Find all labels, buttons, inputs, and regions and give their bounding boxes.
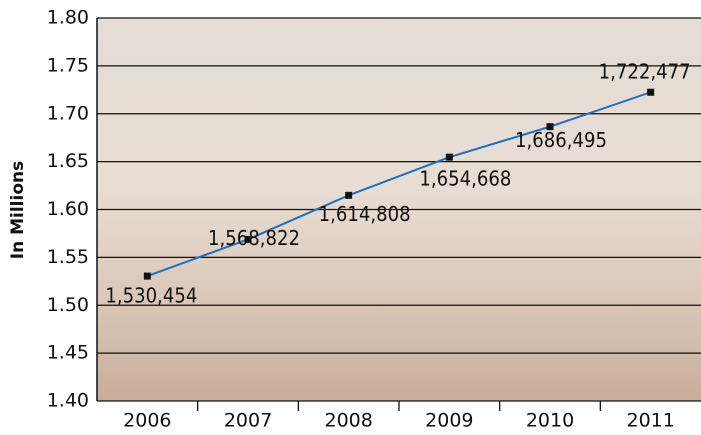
x-tick-label: 2007 — [224, 410, 272, 432]
x-tick-label: 2010 — [526, 410, 574, 432]
data-label: 1,654,668 — [419, 167, 511, 191]
x-tick-label: 2006 — [123, 410, 171, 432]
y-tick-label: 1.65 — [47, 150, 89, 172]
data-label: 1,614,808 — [319, 202, 411, 226]
x-tick-label: 2009 — [425, 410, 473, 432]
data-point — [244, 235, 252, 243]
x-tick-label: 2008 — [324, 410, 372, 432]
data-point — [546, 123, 554, 131]
series-line — [146, 91, 651, 278]
y-tick-label: 1.60 — [47, 198, 89, 220]
data-label: 1,722,477 — [599, 60, 691, 84]
data-point — [345, 191, 353, 199]
y-tick-label: 1.80 — [47, 7, 89, 29]
y-tick-label: 1.55 — [47, 246, 89, 268]
y-tick-label: 1.40 — [47, 390, 89, 412]
y-axis-label: In Millions — [8, 161, 28, 259]
y-tick-label: 1.50 — [47, 294, 89, 316]
data-point — [445, 153, 453, 161]
y-tick-label: 1.75 — [47, 54, 89, 76]
y-tick-label: 1.45 — [47, 342, 89, 364]
data-label: 1,568,822 — [208, 226, 300, 250]
x-tick-label: 2011 — [626, 410, 674, 432]
y-tick-label: 1.70 — [47, 102, 89, 124]
data-label: 1,686,495 — [515, 128, 607, 152]
data-label: 1,530,454 — [105, 284, 197, 308]
data-point — [647, 88, 655, 96]
data-point — [143, 272, 151, 280]
